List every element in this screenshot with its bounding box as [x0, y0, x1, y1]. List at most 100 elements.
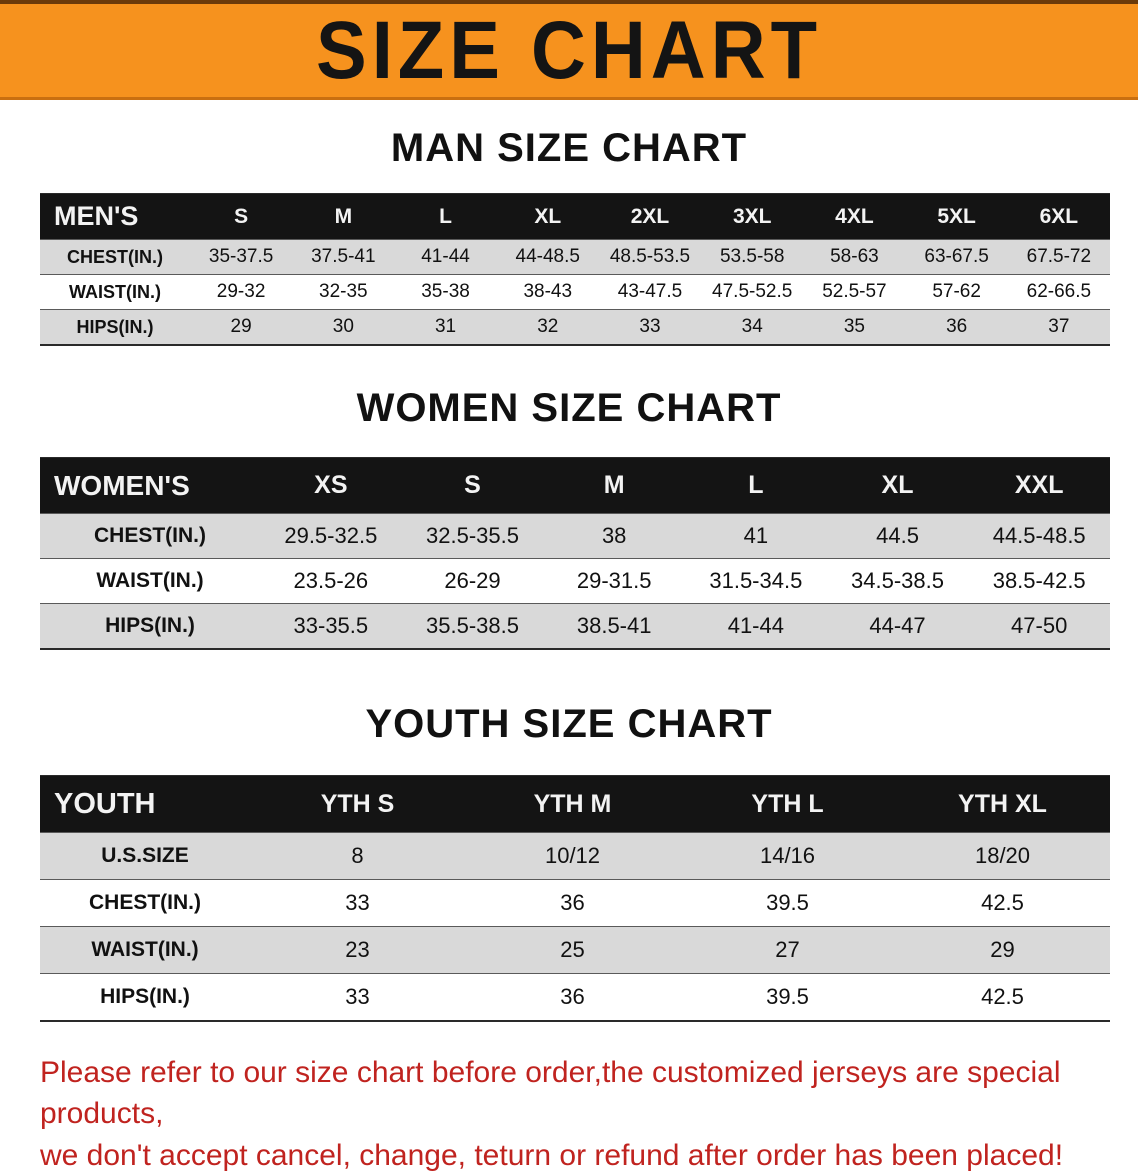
- size-table: YOUTH YTH S YTH M YTH L YTH XL U.S.SIZE 8 10/12…: [40, 775, 1110, 1022]
- size-value-cell: 31.5-34.5: [709, 568, 803, 593]
- size-value-cell: 53.5-58: [719, 246, 785, 267]
- size-table: WOMEN'S XS S M L XL XXL CHEST(IN.) 29.5-32.5 32.5…: [40, 457, 1110, 650]
- size-value-cell: 47.5-52.5: [712, 281, 793, 302]
- column-header-cell: 4XL: [835, 204, 874, 228]
- size-value-cell: 29: [990, 937, 1015, 962]
- size-value-cell: 32-35: [319, 281, 368, 302]
- size-value-cell: 57-62: [932, 281, 981, 302]
- size-value-cell: 44-48.5: [515, 246, 580, 267]
- row-label-cell: CHEST(IN.): [94, 524, 206, 547]
- size-value-cell: 44.5: [876, 523, 919, 548]
- size-value-cell: 33-35.5: [293, 613, 369, 638]
- size-value-cell: 42.5: [981, 890, 1024, 915]
- size-value-cell: 29-32: [216, 281, 266, 302]
- size-value-cell: 62-66.5: [1026, 281, 1092, 302]
- size-value-cell: 44.5-48.5: [992, 523, 1086, 548]
- size-value-cell: 27: [775, 937, 800, 962]
- table-row: WAIST(IN.) 29-32 32-35 35-38 38-43 43-47.5 47.…: [40, 274, 1110, 309]
- size-value-cell: 36: [946, 316, 968, 337]
- column-header-cell: L: [439, 204, 452, 228]
- column-header-cell: YTH S: [320, 789, 395, 818]
- size-value-cell: 67.5-72: [1026, 246, 1092, 267]
- size-value-cell: 10/12: [544, 843, 601, 868]
- size-value-cell: 41: [743, 523, 769, 548]
- size-chart-sections: MAN SIZE CHART MEN'S S M L XL 2XL 3XL 4XL 5XL 6XL C…: [0, 126, 1138, 1022]
- size-value-cell: 37: [1048, 316, 1070, 337]
- size-value-cell: 34.5-38.5: [851, 568, 944, 593]
- disclaimer-line-1: Please refer to our size chart before or…: [40, 1056, 1061, 1131]
- size-value-cell: 43-47.5: [617, 281, 683, 302]
- column-header-cell: YTH M: [533, 789, 612, 818]
- size-value-cell: 35-38: [421, 281, 470, 302]
- column-header-cell: 3XL: [732, 204, 772, 228]
- size-value-cell: 30: [332, 316, 354, 337]
- table-title-cell: WOMEN'S: [54, 469, 190, 501]
- column-header-cell: XL: [534, 204, 562, 228]
- size-value-cell: 63-67.5: [924, 246, 989, 267]
- column-header-cell: M: [334, 204, 353, 228]
- size-value-cell: 39.5: [766, 890, 809, 915]
- size-value-cell: 36: [560, 984, 585, 1009]
- size-value-cell: 31: [434, 316, 457, 337]
- size-value-cell: 33: [639, 316, 661, 337]
- table-row: U.S.SIZE 8 10/12 14/16 18/20: [40, 832, 1110, 879]
- column-header-cell: XS: [314, 471, 348, 499]
- size-value-cell: 29-31.5: [576, 568, 652, 593]
- table-header-row: YOUTH YTH S YTH M YTH L YTH XL: [40, 776, 1110, 832]
- table-title-cell: MEN'S: [54, 201, 139, 231]
- table-row: WAIST(IN.) 23.5-26 26-29 29-31.5 31.5-34.5 34…: [40, 558, 1110, 603]
- size-value-cell: 32.5-35.5: [426, 523, 519, 548]
- banner-title: SIZE CHART: [316, 4, 822, 97]
- size-value-cell: 38: [601, 523, 627, 548]
- size-value-cell: 52.5-57: [822, 281, 887, 302]
- size-value-cell: 25: [560, 937, 585, 962]
- column-header-cell: S: [464, 471, 481, 499]
- row-label-cell: CHEST(IN.): [67, 246, 163, 267]
- size-value-cell: 48.5-53.5: [609, 246, 691, 267]
- size-value-cell: 34: [741, 316, 763, 337]
- table-row: WAIST(IN.) 23 25 27 29: [40, 926, 1110, 973]
- size-value-cell: 23.5-26: [293, 568, 369, 593]
- table-row: HIPS(IN.) 29 30 31 32 33 34 35 36 37: [40, 309, 1110, 344]
- size-value-cell: 36: [560, 890, 585, 915]
- column-header-cell: 2XL: [630, 204, 670, 228]
- size-value-cell: 23: [345, 937, 370, 962]
- row-label-cell: HIPS(IN.): [100, 985, 190, 1008]
- size-value-cell: 39.5: [766, 984, 809, 1009]
- column-header-cell: YTH XL: [958, 789, 1047, 818]
- size-value-cell: 33: [345, 890, 370, 915]
- size-value-cell: 8: [351, 843, 364, 868]
- column-header-cell: XL: [881, 471, 914, 499]
- table-row: HIPS(IN.) 33-35.5 35.5-38.5 38.5-41 41-44 44-…: [40, 603, 1110, 648]
- row-label-cell: HIPS(IN.): [76, 316, 154, 337]
- table-header-row: WOMEN'S XS S M L XL XXL: [40, 458, 1110, 513]
- column-header-cell: XXL: [1014, 471, 1064, 499]
- disclaimer: Please refer to our size chart before or…: [40, 1052, 1120, 1176]
- size-value-cell: 18/20: [974, 843, 1031, 868]
- size-chart-banner: SIZE CHART: [0, 0, 1138, 100]
- disclaimer-line-2: we don't accept cancel, change, teturn o…: [40, 1138, 1064, 1172]
- table-row: CHEST(IN.) 29.5-32.5 32.5-35.5 38 41 44.5 44.5…: [40, 513, 1110, 558]
- size-table: MEN'S S M L XL 2XL 3XL 4XL 5XL 6XL CHEST(IN.) 35-37…: [40, 193, 1110, 346]
- size-value-cell: 38.5-41: [576, 613, 652, 638]
- column-header-cell: YTH L: [751, 789, 824, 818]
- table-header-row: MEN'S S M L XL 2XL 3XL 4XL 5XL 6XL: [40, 194, 1110, 239]
- row-label-cell: WAIST(IN.): [69, 281, 161, 302]
- size-value-cell: 37.5-41: [311, 246, 376, 267]
- size-value-cell: 58-63: [830, 246, 879, 267]
- section-heading: WOMEN SIZE CHART: [356, 386, 782, 430]
- column-header-cell: L: [748, 471, 764, 499]
- size-value-cell: 35: [843, 316, 865, 337]
- size-value-cell: 38.5-42.5: [992, 568, 1086, 593]
- column-header-cell: 6XL: [1039, 204, 1079, 228]
- size-value-cell: 35-37.5: [208, 246, 274, 267]
- row-label-cell: CHEST(IN.): [89, 891, 201, 914]
- size-value-cell: 29.5-32.5: [284, 523, 378, 548]
- table-row: HIPS(IN.) 33 36 39.5 42.5: [40, 973, 1110, 1020]
- section-heading: YOUTH SIZE CHART: [365, 702, 773, 746]
- section-heading: MAN SIZE CHART: [390, 126, 748, 170]
- row-label-cell: U.S.SIZE: [101, 844, 189, 867]
- size-value-cell: 47-50: [1011, 613, 1068, 638]
- size-value-cell: 44-47: [869, 613, 926, 638]
- table-row: CHEST(IN.) 33 36 39.5 42.5: [40, 879, 1110, 926]
